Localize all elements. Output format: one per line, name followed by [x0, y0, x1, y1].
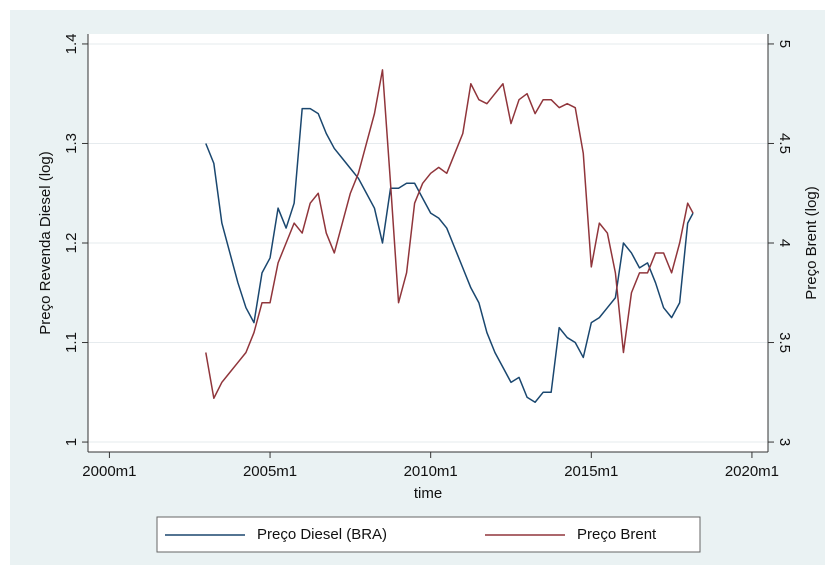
x-tick-label: 2005m1 [243, 463, 297, 480]
legend-label: Preço Brent [577, 526, 657, 543]
y-axis-label: Preço Revenda Diesel (log) [37, 151, 54, 334]
x-tick-label: 2010m1 [404, 463, 458, 480]
series-line [205, 107, 694, 403]
legend-label: Preço Diesel (BRA) [257, 526, 387, 543]
x-tick-label: 2020m1 [725, 463, 779, 480]
y2-tick-label: 4 [776, 239, 793, 247]
y2-tick-label: 3 [776, 438, 793, 446]
y2-tick-label: 3.5 [776, 332, 793, 353]
legend [156, 516, 701, 553]
y-tick-label: 1 [63, 438, 80, 446]
y-tick-label: 1.3 [63, 133, 80, 154]
series-line [205, 69, 694, 400]
y-tick-label: 1.2 [63, 233, 80, 254]
y-tick-label: 1.1 [63, 332, 80, 353]
y2-axis-label: Preço Brent (log) [803, 186, 820, 299]
y2-tick-label: 5 [776, 40, 793, 48]
x-tick-label: 2015m1 [564, 463, 618, 480]
x-tick-label: 2000m1 [82, 463, 136, 480]
x-axis-label: time [414, 485, 442, 502]
y2-tick-label: 4.5 [776, 133, 793, 154]
y-tick-label: 1.4 [63, 34, 80, 55]
